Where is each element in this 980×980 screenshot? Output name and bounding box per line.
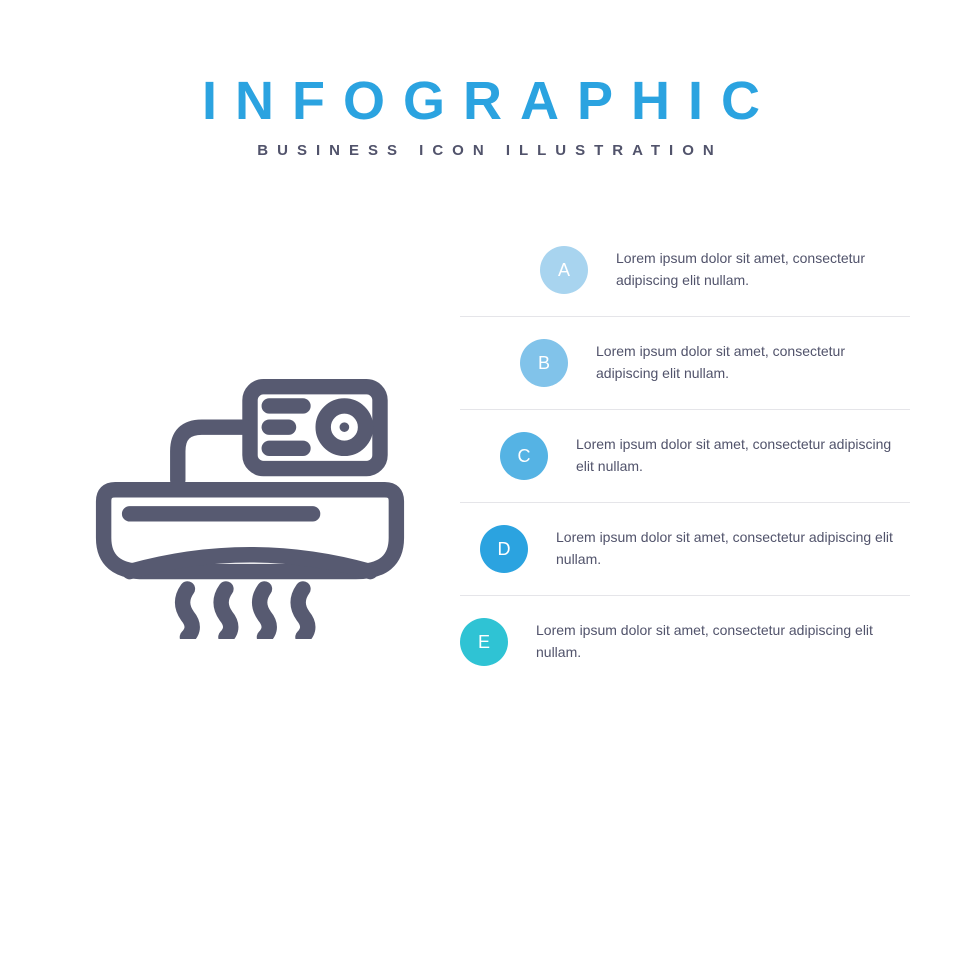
main-title: INFOGRAPHIC: [0, 70, 980, 132]
steps-list: A Lorem ipsum dolor sit amet, consectetu…: [460, 224, 910, 688]
step-badge-a: A: [540, 246, 588, 294]
step-text: Lorem ipsum dolor sit amet, consectetur …: [556, 527, 910, 570]
step-text: Lorem ipsum dolor sit amet, consectetur …: [596, 341, 910, 384]
step-badge-e: E: [460, 618, 508, 666]
content-area: A Lorem ipsum dolor sit amet, consectetu…: [0, 199, 980, 899]
step-badge-b: B: [520, 339, 568, 387]
header: INFOGRAPHIC BUSINESS ICON ILLUSTRATION: [0, 0, 980, 159]
list-item: C Lorem ipsum dolor sit amet, consectetu…: [460, 410, 910, 503]
list-item: B Lorem ipsum dolor sit amet, consectetu…: [460, 317, 910, 410]
list-item: A Lorem ipsum dolor sit amet, consectetu…: [460, 224, 910, 317]
step-text: Lorem ipsum dolor sit amet, consectetur …: [536, 620, 910, 663]
list-item: D Lorem ipsum dolor sit amet, consectetu…: [460, 503, 910, 596]
step-text: Lorem ipsum dolor sit amet, consectetur …: [616, 248, 910, 291]
air-conditioner-icon: [95, 379, 405, 639]
step-badge-d: D: [480, 525, 528, 573]
subtitle: BUSINESS ICON ILLUSTRATION: [0, 142, 980, 159]
step-text: Lorem ipsum dolor sit amet, consectetur …: [576, 434, 910, 477]
step-badge-c: C: [500, 432, 548, 480]
list-item: E Lorem ipsum dolor sit amet, consectetu…: [460, 596, 910, 688]
